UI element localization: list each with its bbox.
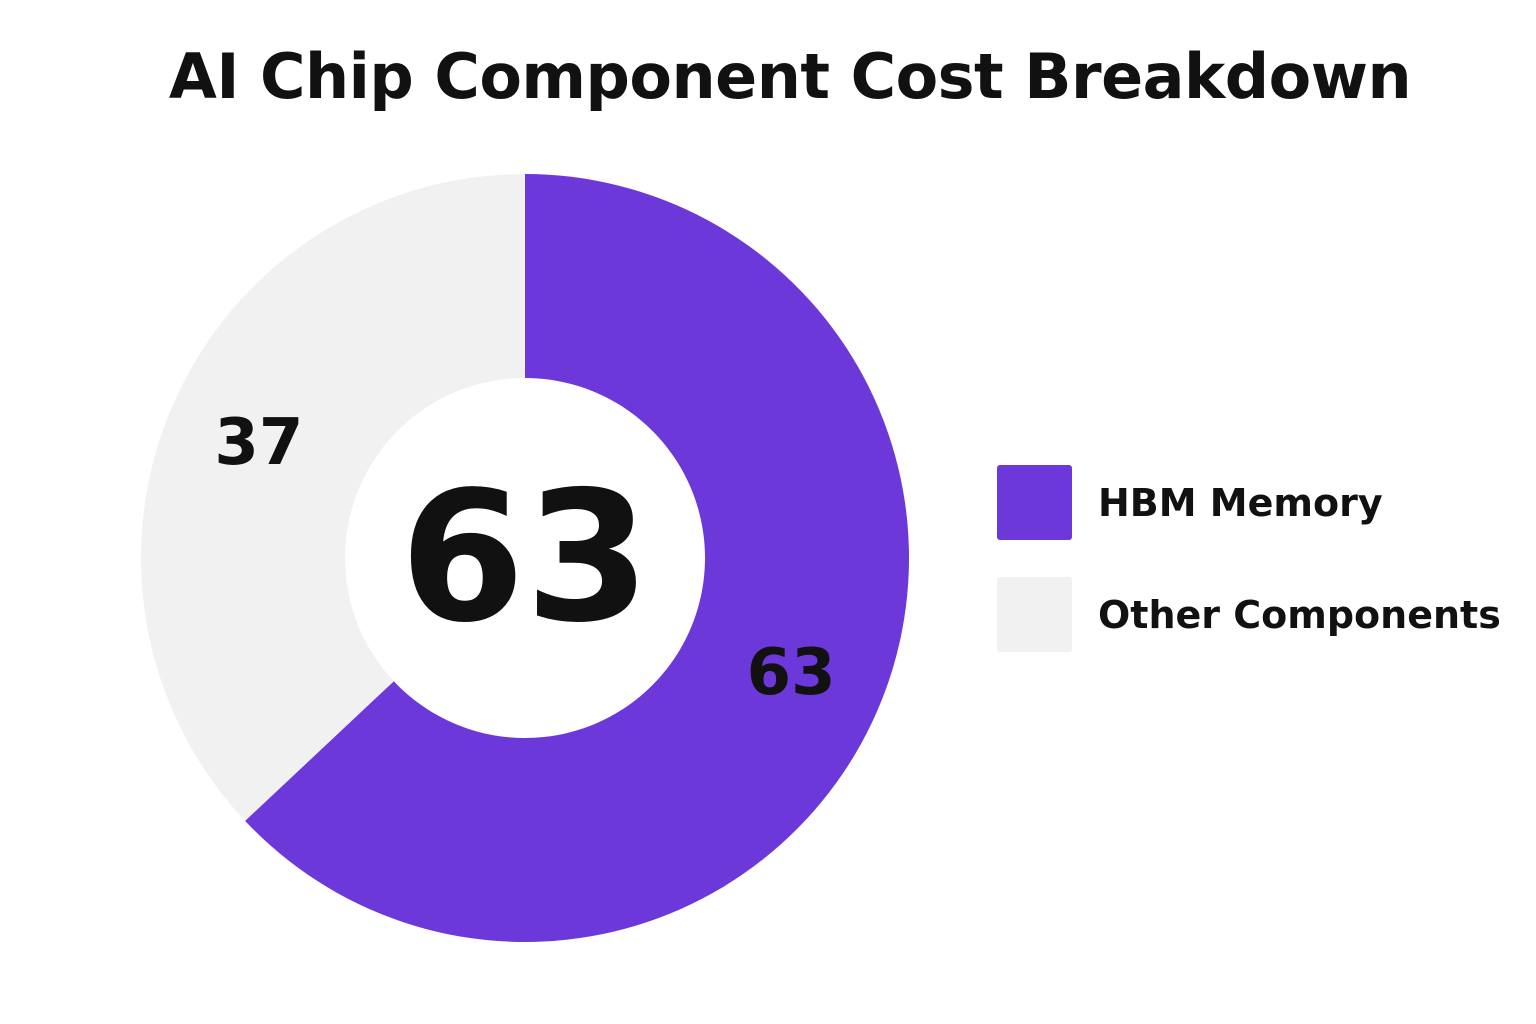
- chart-title: AI Chip Component Cost Breakdown: [168, 40, 1412, 113]
- legend-label-hbm-memory: HBM Memory: [1098, 480, 1383, 525]
- legend-swatch-hbm-memory: [997, 465, 1072, 540]
- legend: HBM Memory Other Components: [997, 465, 1501, 689]
- slice-label-other-components: 37: [214, 406, 303, 480]
- legend-label-other-components: Other Components: [1098, 592, 1501, 637]
- donut-slices: [141, 174, 909, 942]
- slice-other-components: [141, 174, 525, 821]
- legend-item-hbm-memory: HBM Memory: [997, 465, 1501, 540]
- center-value: 63: [400, 454, 651, 663]
- legend-swatch-other-components: [997, 577, 1072, 652]
- slice-label-hbm-memory: 63: [747, 636, 836, 710]
- slice-hbm-memory: [245, 174, 909, 942]
- slice-labels: 63 37: [214, 406, 835, 710]
- legend-item-other-components: Other Components: [997, 577, 1501, 652]
